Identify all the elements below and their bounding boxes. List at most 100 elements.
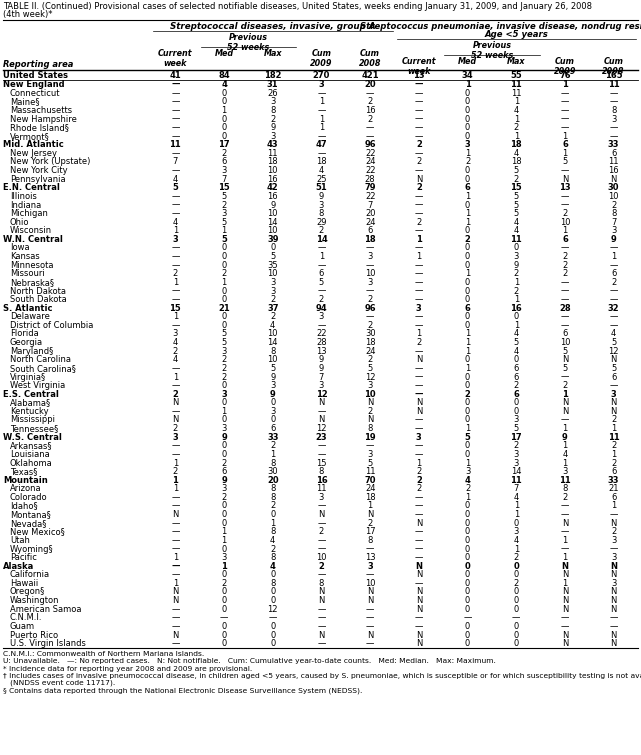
Text: N: N (610, 356, 617, 365)
Text: 1: 1 (465, 270, 470, 279)
Text: —: — (415, 270, 423, 279)
Text: 21: 21 (218, 304, 230, 313)
Text: 15: 15 (169, 304, 181, 313)
Text: —: — (561, 278, 569, 287)
Text: N: N (415, 587, 422, 596)
Text: 28: 28 (559, 304, 570, 313)
Text: 3: 3 (367, 450, 373, 459)
Text: 3: 3 (513, 458, 519, 467)
Text: N: N (415, 399, 422, 407)
Text: 0: 0 (465, 450, 470, 459)
Text: —: — (561, 544, 569, 553)
Text: —: — (610, 381, 618, 390)
Text: 0: 0 (465, 381, 470, 390)
Text: 2: 2 (611, 527, 616, 536)
Text: 22: 22 (316, 329, 327, 338)
Text: 0: 0 (513, 519, 519, 528)
Text: N: N (562, 519, 568, 528)
Text: 21: 21 (608, 484, 619, 493)
Text: —: — (171, 364, 179, 373)
Text: 11: 11 (608, 158, 619, 167)
Text: 3: 3 (221, 209, 227, 218)
Text: 26: 26 (267, 88, 278, 97)
Text: 1: 1 (221, 106, 227, 115)
Text: Indiana: Indiana (10, 201, 41, 209)
Text: —: — (415, 123, 423, 132)
Text: —: — (317, 244, 326, 252)
Text: 2: 2 (465, 158, 470, 167)
Text: 17: 17 (218, 140, 230, 149)
Text: N: N (319, 587, 324, 596)
Text: —: — (415, 201, 423, 209)
Text: Wisconsin: Wisconsin (10, 226, 52, 236)
Text: 8: 8 (270, 458, 276, 467)
Text: —: — (317, 613, 326, 622)
Text: 18: 18 (316, 158, 327, 167)
Text: 3: 3 (513, 252, 519, 261)
Text: —: — (610, 321, 618, 330)
Text: 2: 2 (416, 158, 422, 167)
Text: 0: 0 (221, 519, 227, 528)
Text: —: — (415, 260, 423, 270)
Text: 24: 24 (365, 484, 376, 493)
Text: 0: 0 (465, 226, 470, 236)
Text: 8: 8 (319, 579, 324, 588)
Text: 11: 11 (510, 235, 522, 244)
Text: 2: 2 (562, 260, 567, 270)
Text: 10: 10 (267, 226, 278, 236)
Text: 2: 2 (465, 235, 470, 244)
Text: 6: 6 (562, 140, 568, 149)
Text: 0: 0 (465, 286, 470, 295)
Text: —: — (463, 613, 472, 622)
Text: 43: 43 (267, 140, 279, 149)
Text: 6: 6 (562, 329, 568, 338)
Text: 10: 10 (267, 166, 278, 175)
Text: 10: 10 (267, 209, 278, 218)
Text: —: — (415, 622, 423, 631)
Text: 79: 79 (364, 183, 376, 193)
Text: 3: 3 (221, 347, 227, 356)
Text: 12: 12 (267, 605, 278, 614)
Text: New Hampshire: New Hampshire (10, 115, 77, 124)
Text: 3: 3 (221, 424, 227, 433)
Text: 1: 1 (562, 226, 567, 236)
Text: Pacific: Pacific (10, 553, 37, 562)
Text: N: N (172, 587, 179, 596)
Text: 8: 8 (611, 209, 617, 218)
Text: 182: 182 (264, 72, 281, 81)
Text: —: — (415, 347, 423, 356)
Text: —: — (317, 570, 326, 579)
Text: 2: 2 (221, 458, 227, 467)
Text: —: — (171, 80, 179, 89)
Text: —: — (317, 450, 326, 459)
Text: —: — (561, 244, 569, 252)
Text: —: — (171, 519, 179, 528)
Text: Wyoming§: Wyoming§ (10, 544, 54, 553)
Text: Current
week: Current week (401, 57, 436, 76)
Text: 0: 0 (221, 450, 227, 459)
Text: N: N (367, 587, 373, 596)
Text: —: — (415, 80, 423, 89)
Text: —: — (415, 613, 423, 622)
Text: 11: 11 (559, 476, 571, 485)
Text: 2: 2 (513, 579, 519, 588)
Text: Oklahoma: Oklahoma (10, 458, 53, 467)
Text: 96: 96 (364, 140, 376, 149)
Text: 0: 0 (513, 313, 519, 322)
Text: N: N (415, 356, 422, 365)
Text: 1: 1 (465, 347, 470, 356)
Text: 5: 5 (367, 364, 373, 373)
Text: 2: 2 (562, 381, 567, 390)
Text: C.N.M.I.: Commonwealth of Northern Mariana Islands.: C.N.M.I.: Commonwealth of Northern Maria… (3, 652, 204, 657)
Text: 2: 2 (513, 286, 519, 295)
Text: —: — (415, 501, 423, 510)
Text: Ohio: Ohio (10, 217, 29, 226)
Text: 1: 1 (611, 252, 616, 261)
Text: Virginia§: Virginia§ (10, 372, 46, 381)
Text: 3: 3 (270, 278, 276, 287)
Text: —: — (171, 501, 179, 510)
Text: —: — (561, 622, 569, 631)
Text: 0: 0 (221, 252, 227, 261)
Text: 5: 5 (221, 338, 227, 347)
Text: 5: 5 (562, 364, 567, 373)
